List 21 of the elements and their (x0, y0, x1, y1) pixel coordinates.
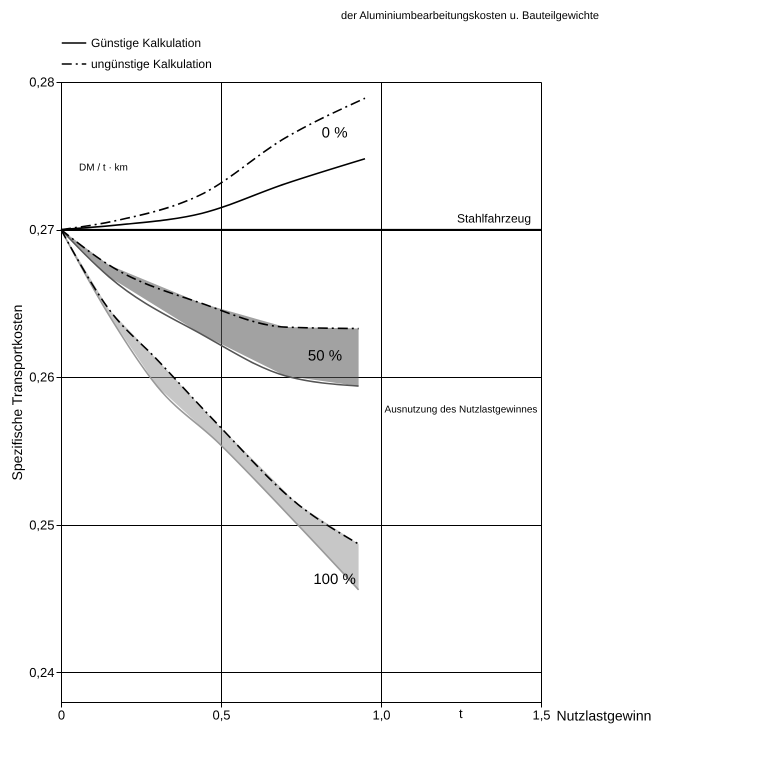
annotation: 50 % (308, 348, 342, 365)
x-tick-label: 1,0 (372, 708, 391, 722)
y-tick-label: 0,25 (29, 517, 54, 532)
annotation: 0 % (322, 124, 348, 142)
annotation: DM / t · km (79, 162, 128, 174)
ref-line-label: Stahlfahrzeug (456, 212, 531, 226)
x-tick-label: 0 (58, 708, 66, 722)
x-tick-label: 1,5 (532, 708, 551, 722)
text: t (459, 706, 464, 721)
legend-label: ungünstige Kalkulation (91, 57, 212, 71)
y-tick-label: 0,27 (29, 222, 54, 238)
annotation: Ausnutzung des Nutzlastgewinnes (384, 404, 538, 416)
y-axis-title: Spezifische Transportkosten (9, 304, 26, 480)
x-axis-title: Nutzlastgewinn (556, 708, 652, 724)
x-tick-label: 0,5 (212, 708, 231, 722)
text: der Aluminiumbearbeitungskosten u. Bauteilgewichte (341, 10, 600, 22)
annotation: 100 % (313, 570, 356, 588)
y-tick-label: 0,24 (29, 664, 54, 680)
y-tick-label: 0,28 (29, 74, 54, 90)
legend-label: Günstige Kalkulation (91, 36, 202, 50)
y-tick-label: 0,26 (29, 370, 54, 385)
